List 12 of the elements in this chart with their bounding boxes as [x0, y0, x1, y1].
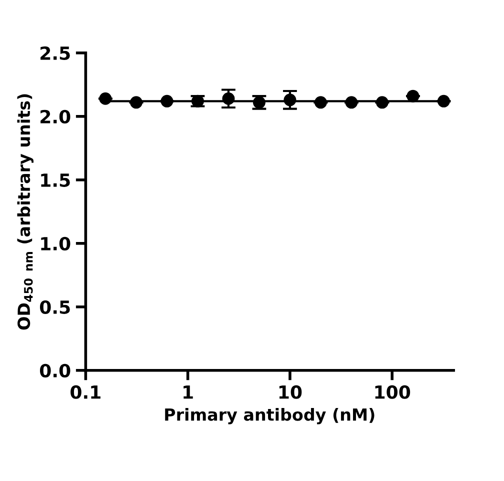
y-tick-label: 0.5: [40, 300, 70, 314]
x-axis-title: Primary antibody (nM): [165, 408, 374, 424]
x-tick-label: 1: [184, 386, 193, 399]
x-tick-label: 100: [375, 385, 410, 399]
y-tick-label: 2.5: [40, 46, 70, 60]
y-tick-label: 2.0: [40, 110, 70, 124]
y-tick-label: 1.5: [41, 174, 70, 188]
x-tick-label: 0.1: [70, 385, 100, 399]
y-tick-label: 0.0: [40, 364, 70, 378]
x-tick-label: 10: [279, 385, 302, 399]
y-tick-label: 1.0: [41, 236, 70, 250]
y-axis-title: OD$_{450 nm}$ (arbitrary units): [17, 94, 34, 330]
